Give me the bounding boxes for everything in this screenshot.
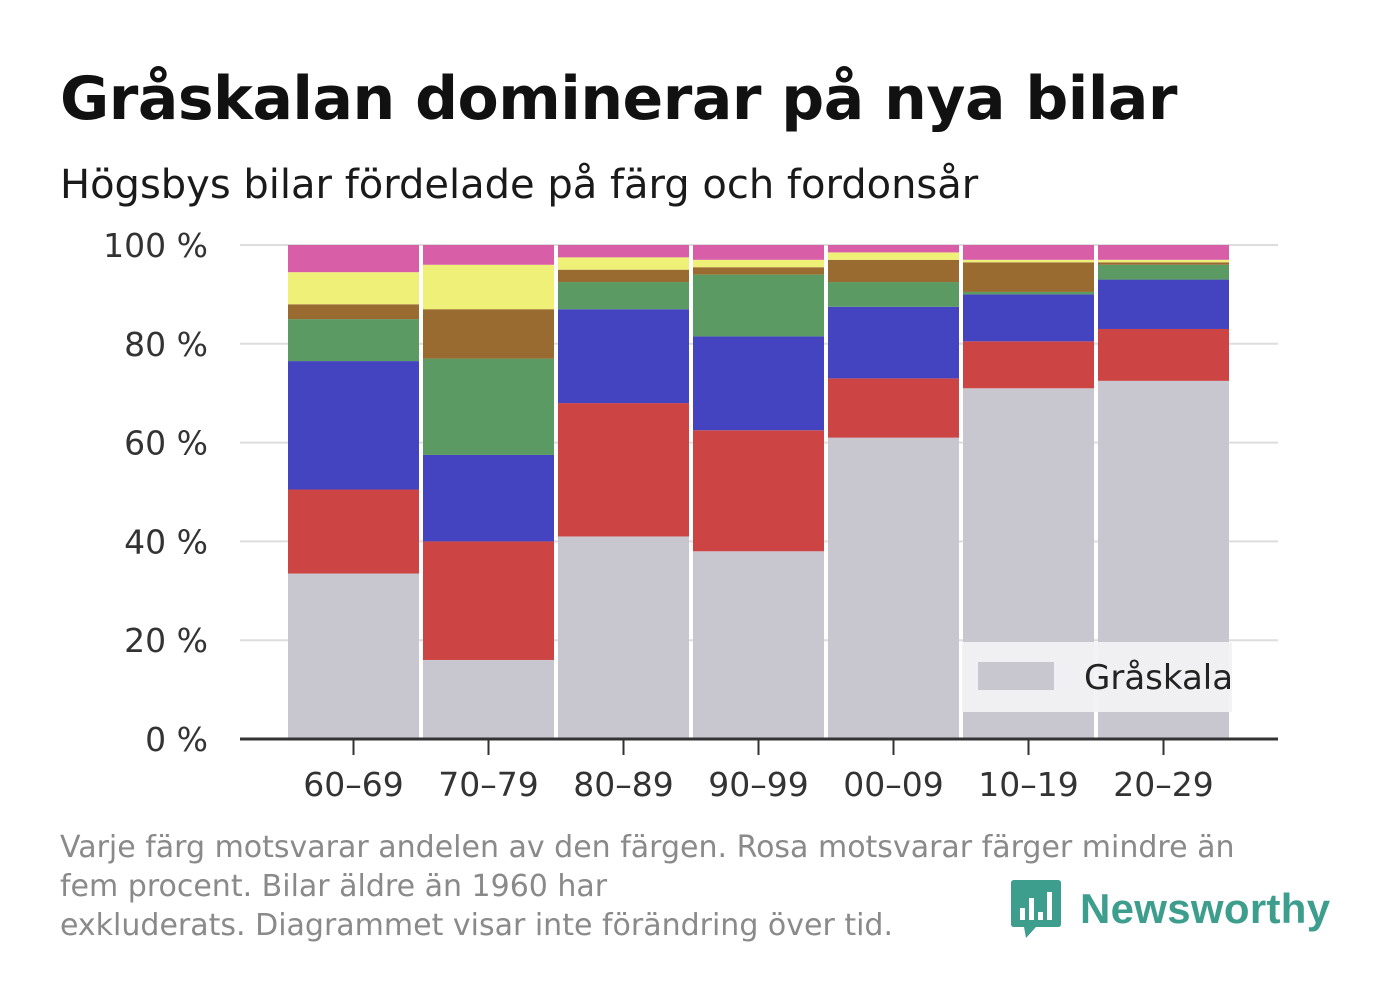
y-tick-label: 60 %: [124, 424, 208, 463]
brand-name: Newsworthy: [1080, 885, 1331, 932]
bar-segment-color-6: [693, 245, 824, 260]
chart-subtitle: Högsbys bilar fördelade på färg och ford…: [60, 162, 979, 208]
bar-segment-color-2: [1098, 279, 1229, 329]
bar-segment-color-5: [963, 259, 1094, 263]
bar-segment-color-2: [963, 294, 1094, 342]
bar-segment-color-5: [288, 272, 419, 305]
bar-segment-color-1: [558, 403, 689, 537]
x-tick-label: 60–69: [303, 765, 403, 804]
bar-segment-color-2: [558, 309, 689, 404]
bar-segment-gråskala: [558, 536, 689, 739]
y-tick-label: 40 %: [124, 522, 208, 561]
y-tick-label: 20 %: [124, 621, 208, 660]
bar-segment-color-2: [828, 306, 959, 379]
bar-segment-color-5: [828, 252, 959, 260]
x-tick-label: 90–99: [708, 765, 808, 804]
bar-segment-color-2: [288, 361, 419, 490]
bar-segment-color-4: [423, 309, 554, 359]
legend-label: Gråskala: [1084, 658, 1233, 698]
bar-segment-color-1: [693, 430, 824, 552]
footnote: Varje färg motsvarar andelen av den färg…: [60, 828, 1300, 945]
bar-segment-gråskala: [828, 437, 959, 739]
newsworthy-logo[interactable]: Newsworthy: [1010, 878, 1330, 940]
y-tick-label: 100 %: [103, 226, 208, 265]
bar-segment-color-1: [963, 341, 1094, 389]
chart-title: Gråskalan dominerar på nya bilar: [60, 64, 1178, 134]
bar-segment-color-6: [558, 245, 689, 258]
bar-segment-color-6: [423, 245, 554, 265]
bar-segment-gråskala: [693, 551, 824, 739]
bar-segment-color-1: [423, 541, 554, 660]
y-tick-label: 80 %: [124, 325, 208, 364]
bar-segment-color-6: [963, 245, 1094, 260]
footnote-line-1: Varje färg motsvarar andelen av den färg…: [60, 830, 1235, 865]
bar-segment-color-4: [1098, 262, 1229, 265]
bar-segment-color-5: [558, 257, 689, 270]
x-tick-label: 10–19: [978, 765, 1078, 804]
bar-segment-color-5: [423, 264, 554, 310]
bar-segment-color-4: [963, 262, 1094, 292]
bar-segment-gråskala: [288, 573, 419, 739]
bar-segment-color-3: [558, 282, 689, 310]
x-tick-label: 20–29: [1113, 765, 1213, 804]
legend: Gråskala: [962, 642, 1233, 712]
y-tick-label: 0 %: [145, 720, 208, 759]
bar-segment-color-5: [693, 259, 824, 268]
bar-segment-color-6: [1098, 245, 1229, 260]
bar-segment-color-3: [693, 274, 824, 337]
footnote-line-2: fem procent. Bilar äldre än 1960 har: [60, 869, 608, 904]
bar-segment-color-3: [423, 358, 554, 455]
bar-segment-color-6: [828, 245, 959, 253]
bar-segment-color-1: [288, 489, 419, 574]
bar-chart-bubble-icon: [1011, 880, 1061, 938]
bar-segment-color-5: [1098, 259, 1229, 263]
bar-segment-color-3: [828, 282, 959, 307]
bar-segment-color-4: [558, 269, 689, 283]
bar-segment-color-2: [693, 336, 824, 431]
bar-segment-color-4: [288, 304, 419, 320]
x-tick-label: 00–09: [843, 765, 943, 804]
bar-segment-color-3: [963, 291, 1094, 295]
bar-segment-color-1: [828, 378, 959, 438]
bars: [288, 245, 1229, 739]
bar-segment-color-3: [1098, 264, 1229, 280]
bar-segment-color-6: [288, 245, 419, 273]
bar-segment-color-2: [423, 454, 554, 542]
x-tick-label: 80–89: [573, 765, 673, 804]
bar-segment-color-4: [828, 259, 959, 283]
footnote-line-3: exkluderats. Diagrammet visar inte förän…: [60, 908, 894, 943]
bar-segment-gråskala: [423, 659, 554, 739]
axes: 0 % 20 % 40 % 60 % 80 % 100 % 60–69 70–79 80–89 9…: [103, 226, 1278, 804]
legend-swatch: [978, 662, 1054, 690]
bar-segment-color-1: [1098, 328, 1229, 381]
stacked-bar-chart: 0 % 20 % 40 % 60 % 80 % 100 % 60–69 70–79 80–89 9…: [103, 226, 1278, 804]
bar-segment-color-4: [693, 267, 824, 275]
x-tick-label: 70–79: [438, 765, 538, 804]
bar-segment-color-3: [288, 319, 419, 362]
